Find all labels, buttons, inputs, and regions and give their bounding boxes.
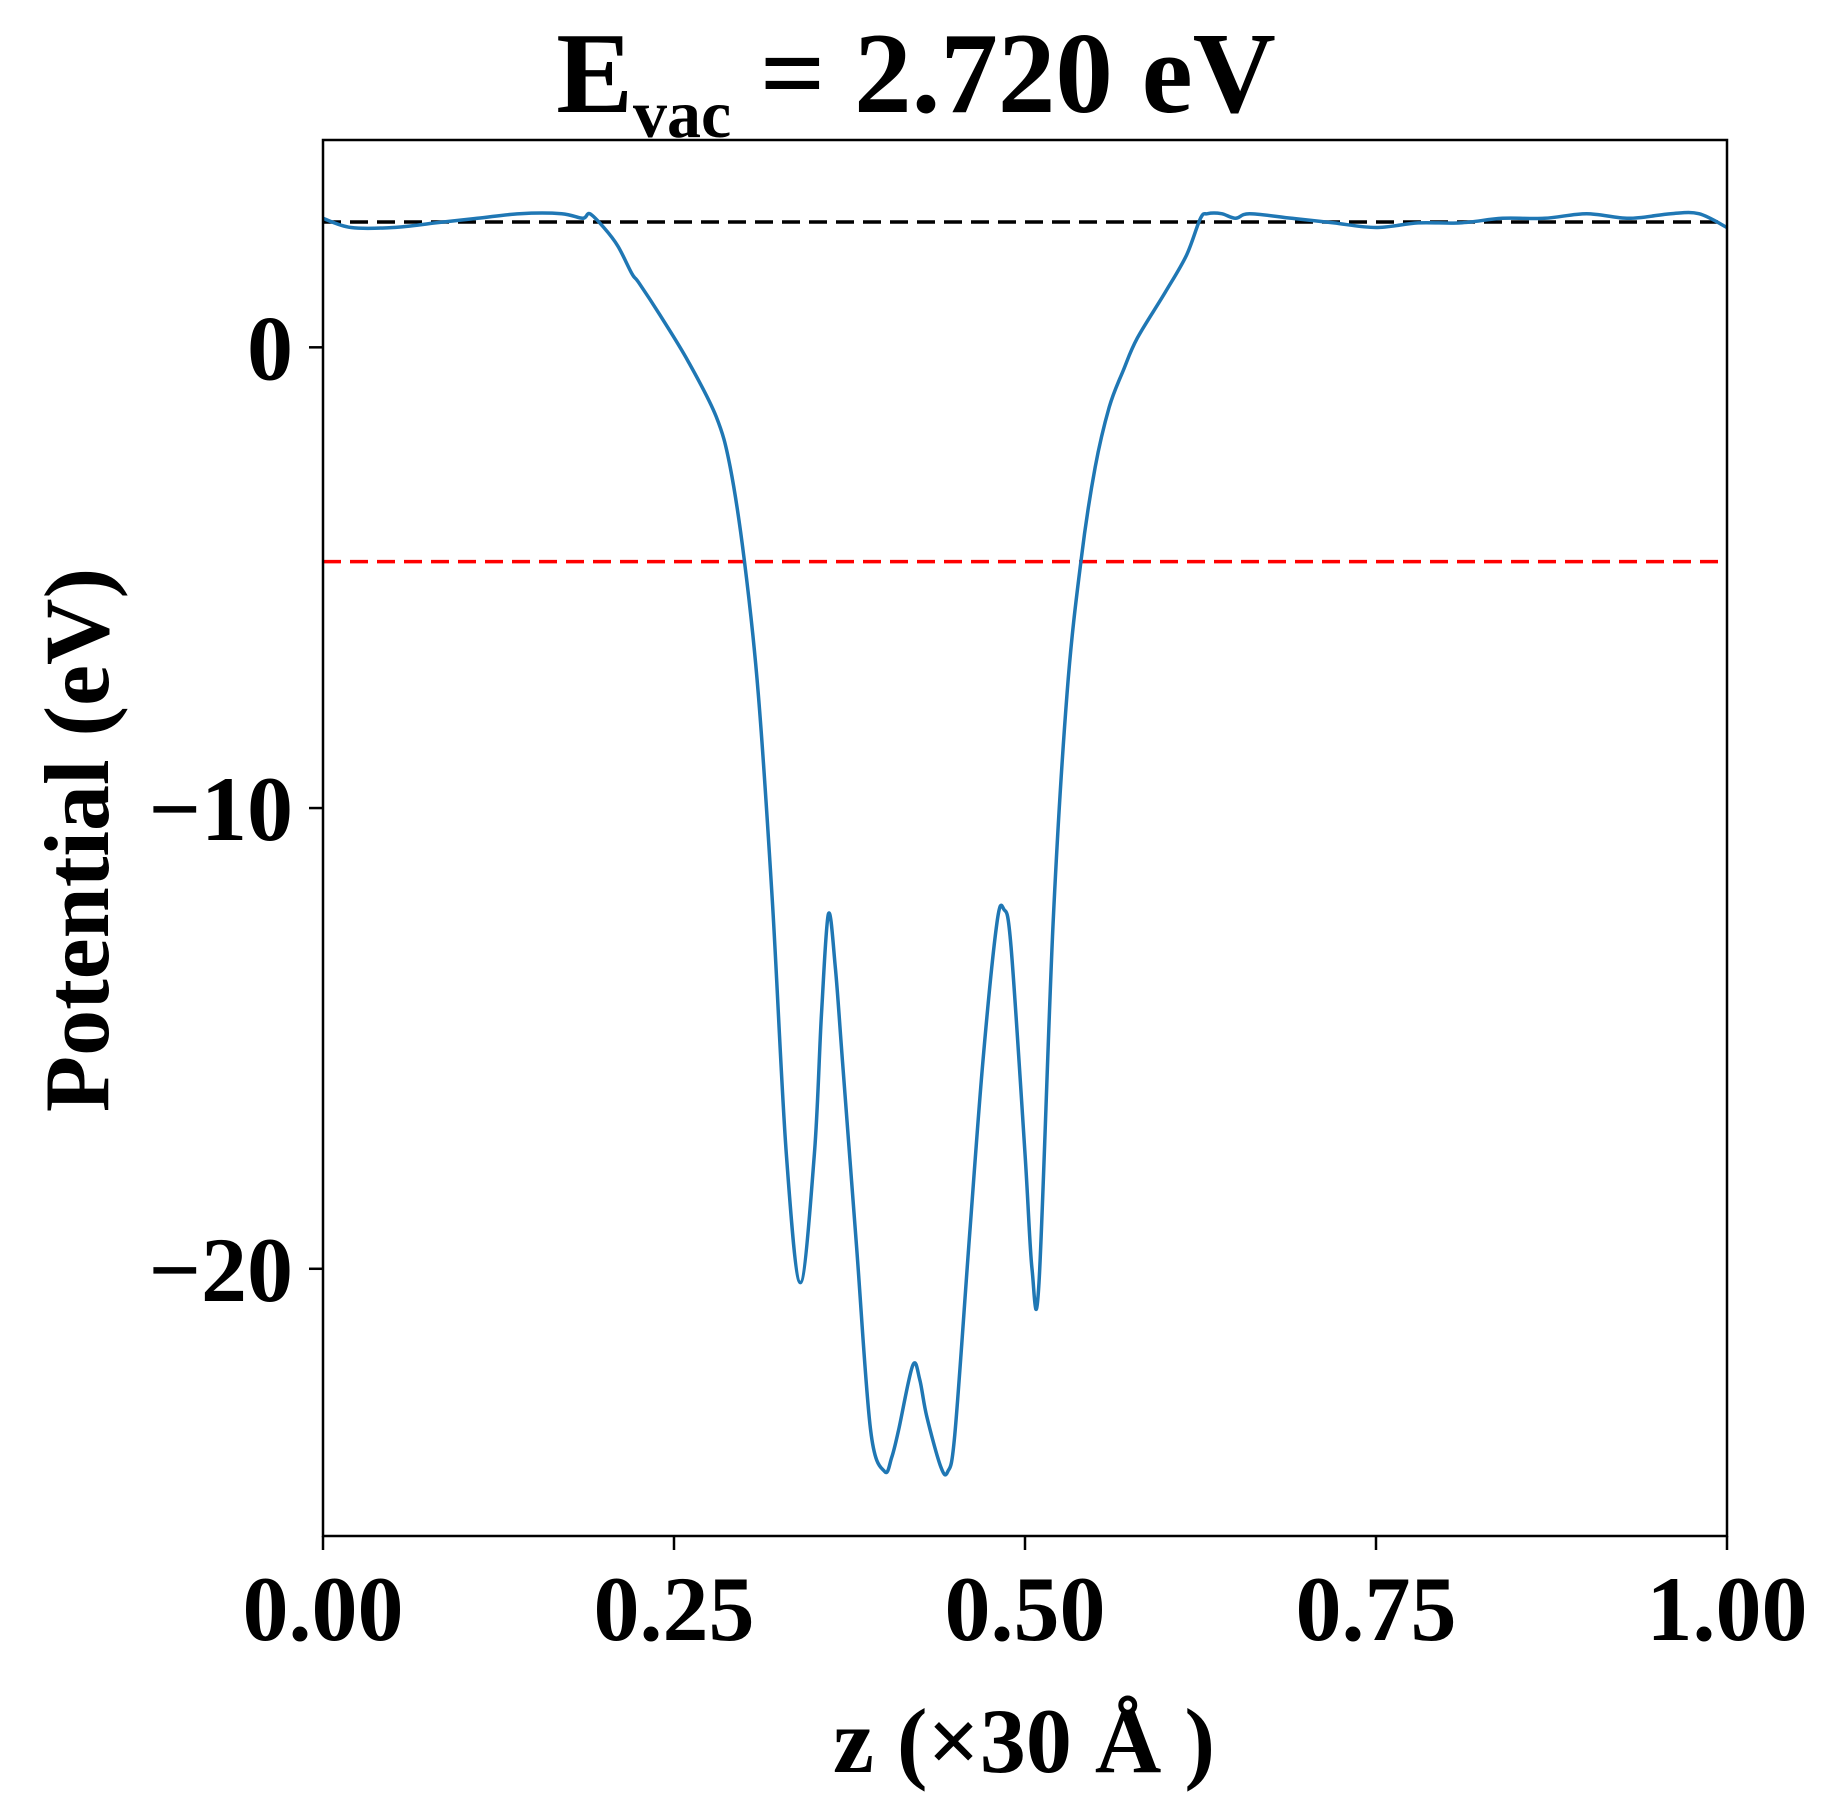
y-axis-label: Potential (eV) (26, 568, 128, 1112)
potential-curve (322, 210, 1728, 1477)
y-tick-label: −10 (149, 758, 293, 860)
x-tick-label: 0.50 (945, 1558, 1106, 1660)
title-main: E (556, 10, 633, 137)
x-tick-label: 1.00 (1647, 1558, 1808, 1660)
x-tick-label: 0.25 (594, 1558, 755, 1660)
x-tick-label: 0.00 (243, 1558, 404, 1660)
y-tick-label: 0 (247, 297, 293, 399)
x-tick-label: 0.75 (1296, 1558, 1457, 1660)
plot-frame (321, 138, 1729, 1538)
chart-title: Evac = 2.720 eV (556, 10, 1276, 152)
title-rest: = 2.720 eV (731, 10, 1276, 137)
y-tick-label: −20 (149, 1219, 293, 1321)
plot-area (321, 138, 1729, 1538)
x-axis-ticks: 0.00 0.25 0.50 0.75 1.00 (243, 1536, 1808, 1660)
svg-text:Evac = 2.720 eV: Evac = 2.720 eV (556, 10, 1276, 152)
y-axis-ticks: 0 −10 −20 (149, 297, 323, 1321)
x-axis-label: z (×30 Å ) (833, 1690, 1215, 1792)
